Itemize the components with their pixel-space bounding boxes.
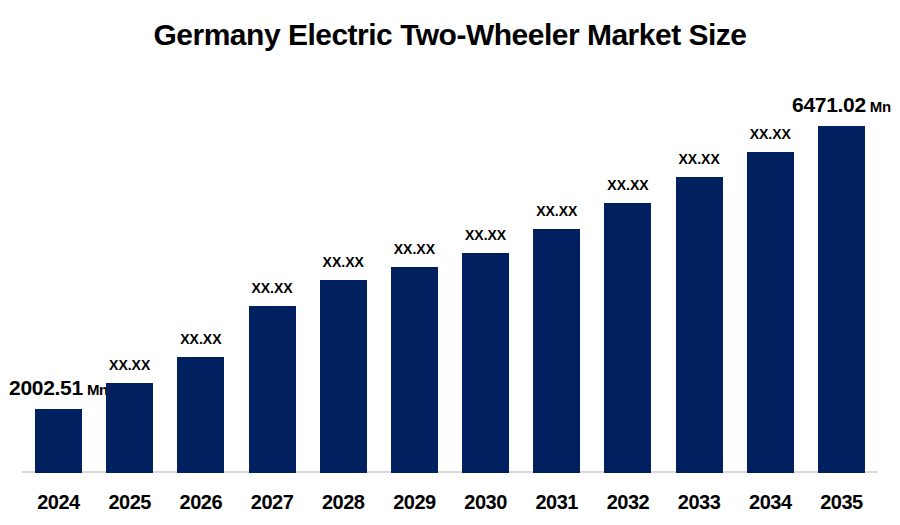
bar-value-label: XX.XX bbox=[678, 152, 719, 166]
bar-column: XX.XX2033 bbox=[676, 177, 723, 473]
bar-column: XX.XX2026 bbox=[177, 357, 224, 473]
value-unit: Mn bbox=[87, 381, 108, 398]
x-axis-tick-label: 2028 bbox=[322, 492, 365, 512]
bar-column: 6471.02Mn2035 bbox=[818, 126, 865, 473]
bar bbox=[818, 126, 865, 473]
plot-area: 2002.51Mn2024XX.XX2025XX.XX2026XX.XX2027… bbox=[0, 0, 900, 525]
bar-value-label: XX.XX bbox=[180, 332, 221, 346]
bar-value-label: 6471.02Mn bbox=[792, 94, 891, 115]
bar-column: XX.XX2027 bbox=[249, 306, 296, 473]
bar bbox=[676, 177, 723, 473]
bar-value-label: XX.XX bbox=[394, 242, 435, 256]
bar bbox=[747, 152, 794, 473]
value-text: XX.XX bbox=[678, 151, 719, 167]
bar-column: XX.XX2028 bbox=[320, 280, 367, 473]
x-axis-tick-label: 2027 bbox=[251, 492, 294, 512]
bar-column: XX.XX2032 bbox=[604, 203, 651, 473]
value-text: XX.XX bbox=[607, 177, 648, 193]
x-axis-tick-label: 2031 bbox=[536, 492, 579, 512]
value-text: XX.XX bbox=[394, 241, 435, 257]
value-text: XX.XX bbox=[109, 357, 150, 373]
bar-value-label: XX.XX bbox=[251, 281, 292, 295]
x-axis-tick-label: 2024 bbox=[37, 492, 80, 512]
bar-value-label: 2002.51Mn bbox=[9, 377, 108, 398]
value-text: XX.XX bbox=[323, 254, 364, 270]
value-text: XX.XX bbox=[536, 203, 577, 219]
bar bbox=[533, 229, 580, 473]
bar bbox=[320, 280, 367, 473]
bar-column: XX.XX2034 bbox=[747, 152, 794, 473]
bar-column: XX.XX2030 bbox=[462, 253, 509, 473]
bar-column: XX.XX2025 bbox=[106, 383, 153, 473]
value-text: XX.XX bbox=[251, 280, 292, 296]
bar bbox=[106, 383, 153, 473]
bar bbox=[391, 267, 438, 473]
bar-column: 2002.51Mn2024 bbox=[35, 409, 82, 473]
bar bbox=[462, 253, 509, 473]
x-axis-tick-label: 2034 bbox=[749, 492, 792, 512]
value-text: XX.XX bbox=[180, 331, 221, 347]
bar-value-label: XX.XX bbox=[750, 127, 791, 141]
x-axis-tick-label: 2035 bbox=[820, 492, 863, 512]
bar-value-label: XX.XX bbox=[465, 228, 506, 242]
value-text: 6471.02 bbox=[792, 93, 866, 116]
bar bbox=[35, 409, 82, 473]
x-axis-tick-label: 2030 bbox=[464, 492, 507, 512]
x-axis-tick-label: 2026 bbox=[180, 492, 223, 512]
value-text: XX.XX bbox=[465, 227, 506, 243]
bar-column: XX.XX2029 bbox=[391, 267, 438, 473]
bar-value-label: XX.XX bbox=[607, 178, 648, 192]
value-text: 2002.51 bbox=[9, 376, 83, 399]
x-axis-tick-label: 2025 bbox=[108, 492, 151, 512]
bar bbox=[604, 203, 651, 473]
bar-value-label: XX.XX bbox=[536, 204, 577, 218]
x-axis-tick-label: 2029 bbox=[393, 492, 436, 512]
bar bbox=[249, 306, 296, 473]
bar-value-label: XX.XX bbox=[323, 255, 364, 269]
chart: Germany Electric Two-Wheeler Market Size… bbox=[0, 0, 900, 525]
x-axis-tick-label: 2032 bbox=[607, 492, 650, 512]
bar-value-label: XX.XX bbox=[109, 358, 150, 372]
value-unit: Mn bbox=[870, 98, 891, 115]
value-text: XX.XX bbox=[750, 126, 791, 142]
x-axis-tick-label: 2033 bbox=[678, 492, 721, 512]
bar-column: XX.XX2031 bbox=[533, 229, 580, 473]
bar bbox=[177, 357, 224, 473]
